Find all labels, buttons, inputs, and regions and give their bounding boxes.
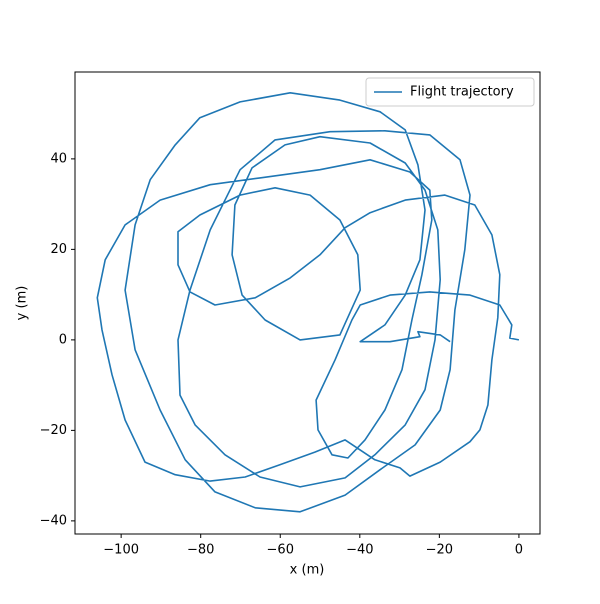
legend-label: Flight trajectory xyxy=(410,85,514,100)
plot-frame xyxy=(74,71,541,535)
legend-box xyxy=(365,77,535,107)
trajectory-line xyxy=(96,92,520,513)
x-tick-label: 0 xyxy=(515,543,523,558)
y-tick-label: 20 xyxy=(50,242,67,257)
y-tick-label: 0 xyxy=(59,332,67,347)
y-tick-label: 40 xyxy=(50,151,67,166)
x-tick-label: −20 xyxy=(426,543,453,558)
y-axis-label: y (m) xyxy=(15,286,30,321)
y-tick-label: −20 xyxy=(40,423,67,438)
y-tick-label: −40 xyxy=(40,513,67,528)
x-axis-label: x (m) xyxy=(290,563,325,578)
x-tick-label: −80 xyxy=(187,543,214,558)
x-tick-label: −60 xyxy=(267,543,294,558)
x-tick-label: −100 xyxy=(103,543,139,558)
x-tick-label: −40 xyxy=(346,543,373,558)
